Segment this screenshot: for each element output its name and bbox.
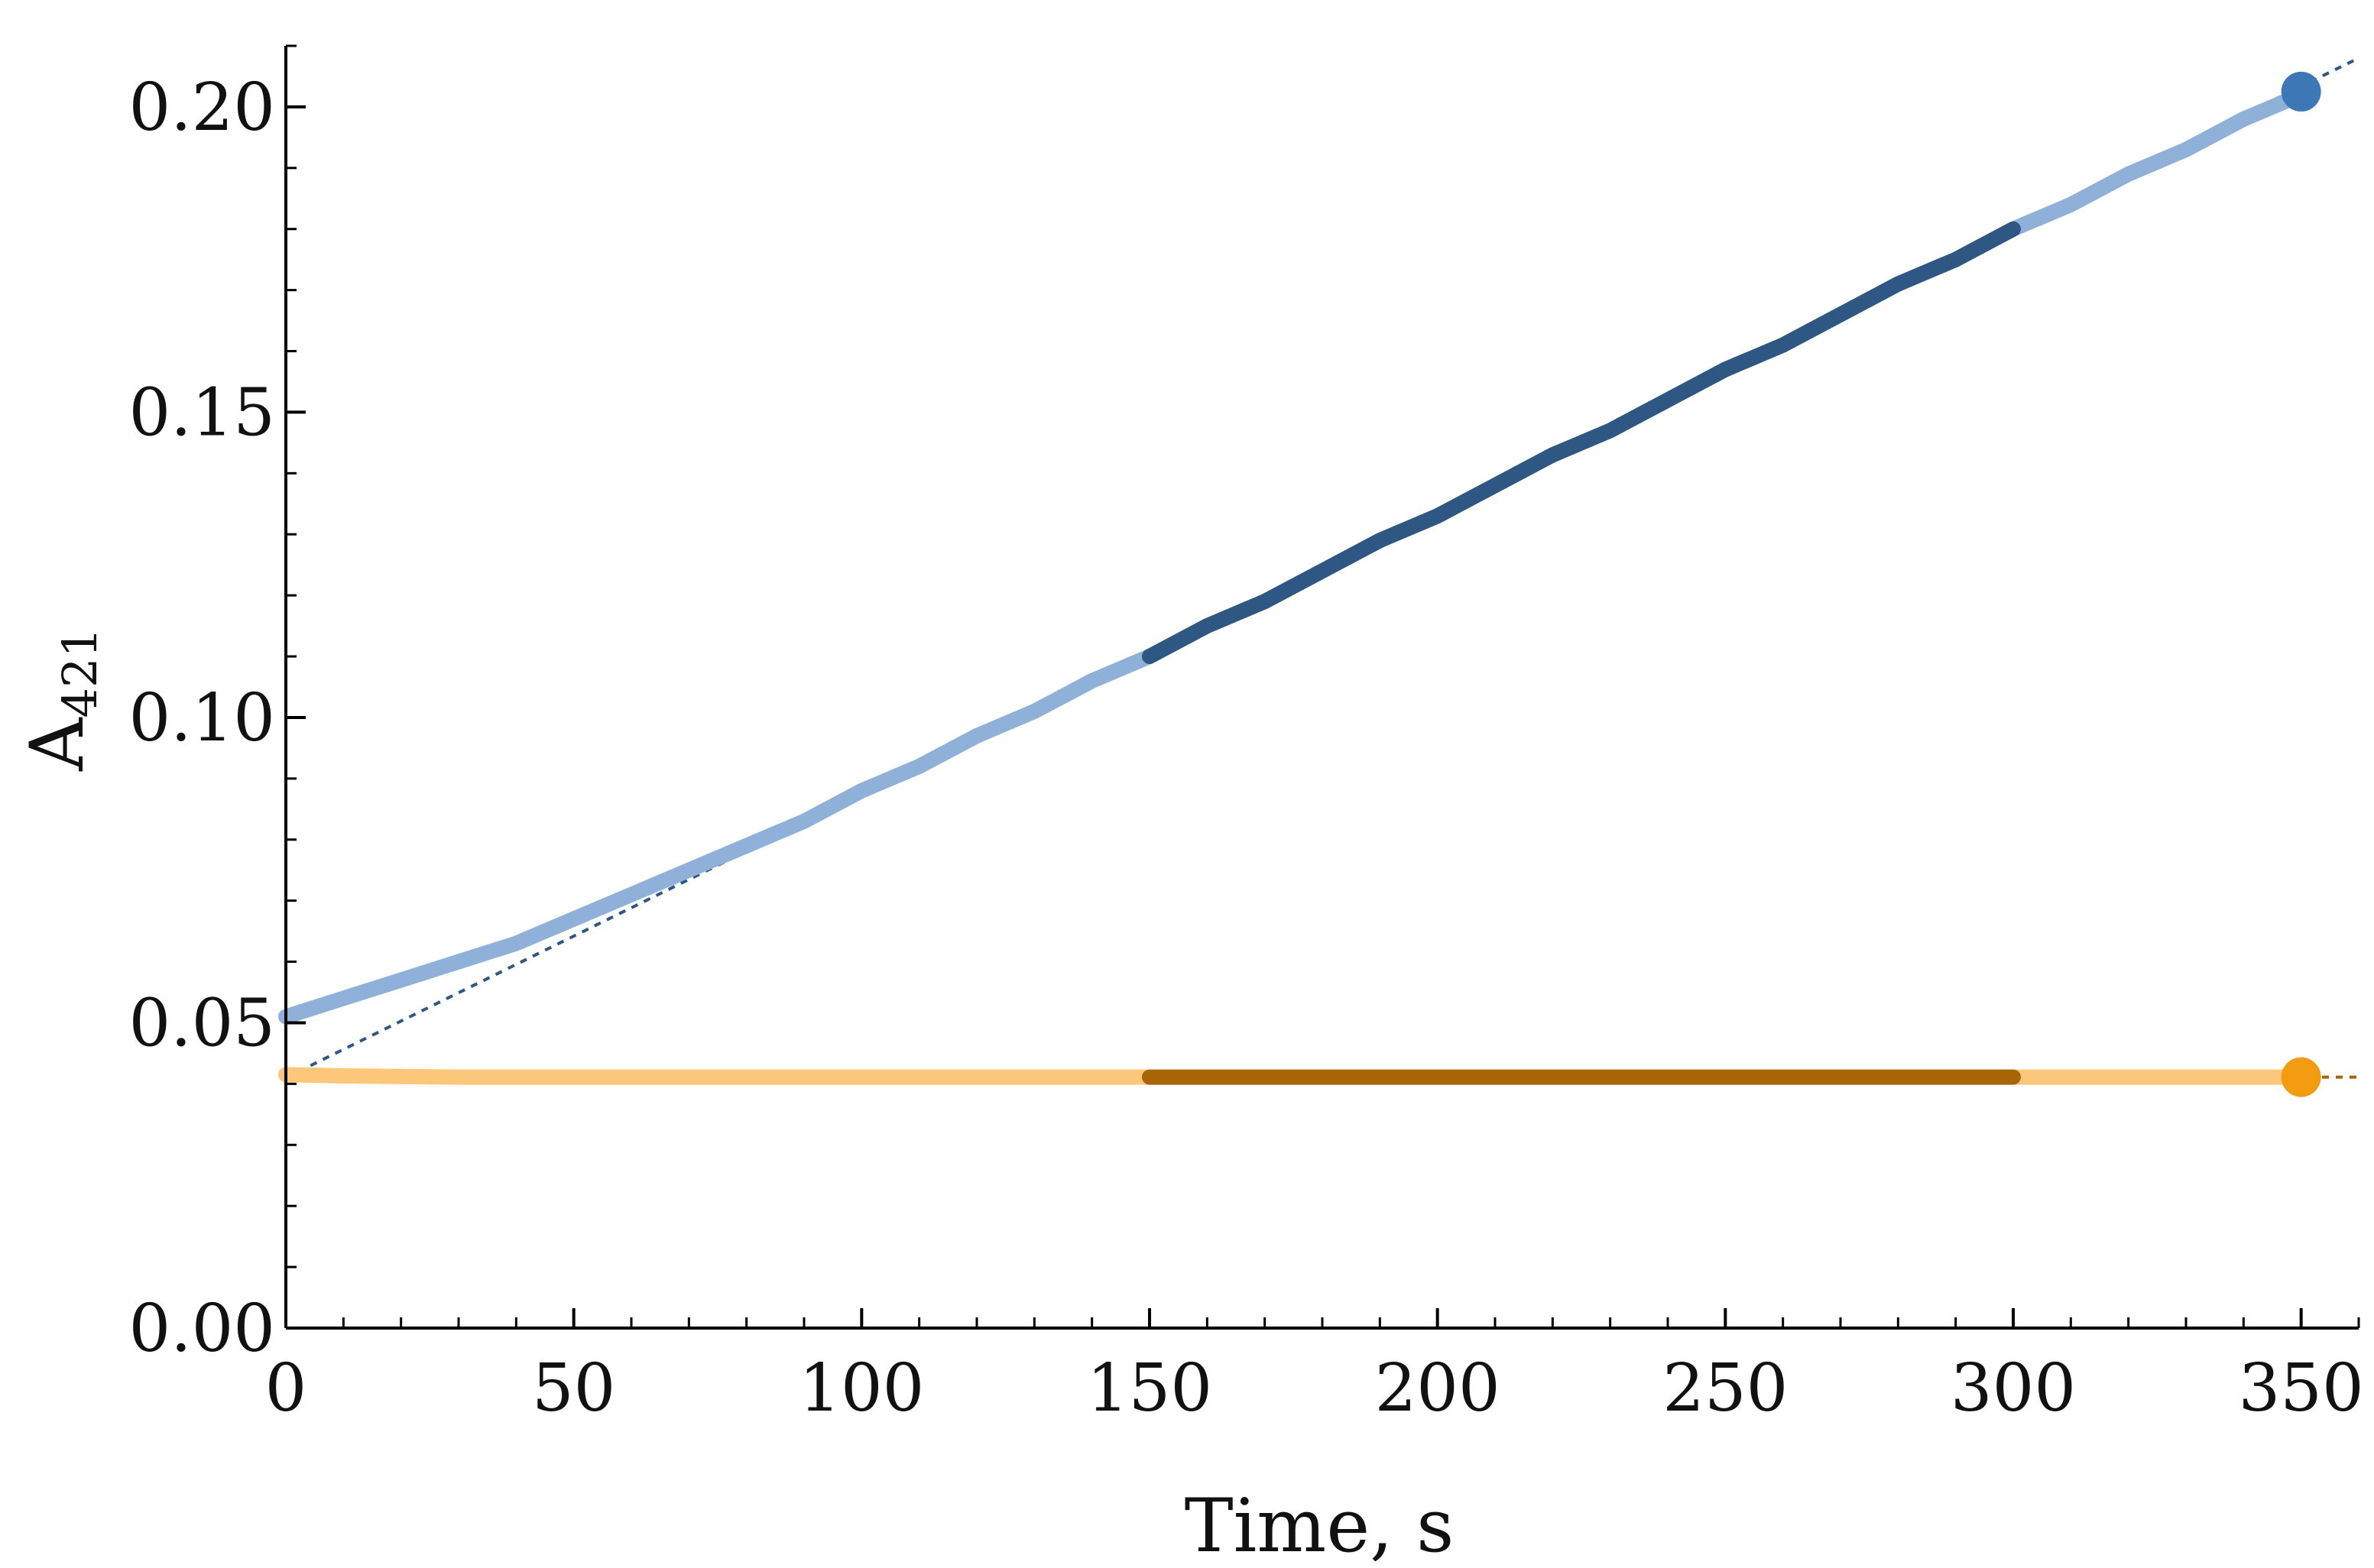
data-point bbox=[1718, 1070, 1733, 1084]
x-tick-label: 150 bbox=[1087, 1350, 1212, 1427]
data-point bbox=[2179, 1070, 2193, 1084]
y-tick-label: 0.05 bbox=[129, 985, 275, 1061]
data-point bbox=[394, 1069, 408, 1084]
x-tick-label: 50 bbox=[532, 1350, 615, 1427]
data-point bbox=[1027, 1070, 1042, 1084]
data-point bbox=[509, 1070, 524, 1084]
data-point bbox=[970, 1070, 984, 1084]
x-tick-label: 200 bbox=[1375, 1350, 1500, 1427]
data-traces bbox=[278, 86, 2309, 1085]
data-point bbox=[1085, 1070, 1099, 1084]
data-point bbox=[1948, 252, 1963, 267]
data-point bbox=[1373, 1070, 1387, 1084]
data-point bbox=[566, 912, 581, 926]
data-point bbox=[912, 1070, 926, 1084]
data-point bbox=[1891, 277, 1905, 291]
data-point bbox=[797, 814, 811, 828]
data-point bbox=[1257, 594, 1272, 609]
data-point bbox=[1661, 1070, 1675, 1084]
data-point bbox=[1661, 393, 1675, 407]
fit-window-trace-1 bbox=[1142, 221, 2021, 665]
data-point bbox=[1143, 1070, 1156, 1084]
data-point bbox=[2121, 1070, 2136, 1084]
y-tick-label: 0.15 bbox=[129, 374, 275, 451]
data-point bbox=[336, 991, 351, 1006]
data-point bbox=[1776, 1070, 1790, 1084]
data-point bbox=[1545, 448, 1560, 462]
data-point bbox=[2006, 222, 2020, 236]
data-point bbox=[2179, 142, 2193, 157]
endpoint-marker-2 bbox=[2281, 1057, 2321, 1097]
data-point bbox=[1373, 533, 1387, 548]
data-point bbox=[797, 1070, 811, 1084]
data-point bbox=[855, 1070, 869, 1084]
data-point bbox=[1948, 1070, 1963, 1084]
data-point bbox=[855, 783, 869, 798]
data-point bbox=[1488, 1070, 1502, 1084]
y-axis-title-main: A bbox=[15, 717, 100, 772]
data-point bbox=[1834, 1070, 1847, 1084]
data-point bbox=[1603, 1070, 1617, 1084]
tick-labels: 0 50 100 150 200 250 300 350 0.00 0.05 0.10 0.15 0.2… bbox=[129, 70, 2364, 1427]
data-point bbox=[566, 1070, 581, 1084]
data-point bbox=[970, 728, 984, 743]
data-point bbox=[1257, 1070, 1272, 1084]
data-point bbox=[1430, 1070, 1445, 1084]
data-point bbox=[2236, 1070, 2251, 1084]
data-point bbox=[1027, 704, 1042, 718]
data-point bbox=[452, 1070, 465, 1084]
data-point bbox=[682, 863, 696, 877]
y-tick-label: 0.20 bbox=[129, 70, 275, 146]
y-axis-title-subscript: 421 bbox=[52, 627, 108, 718]
data-point bbox=[912, 759, 926, 773]
data-point bbox=[1891, 1070, 1905, 1084]
endpoint-marker-1 bbox=[2281, 71, 2321, 112]
data-point bbox=[1545, 1070, 1560, 1084]
x-tick-label: 100 bbox=[799, 1350, 924, 1427]
data-point bbox=[1315, 1070, 1329, 1084]
y-axis-title: A421 bbox=[15, 627, 108, 772]
x-tick-label: 350 bbox=[2239, 1350, 2364, 1427]
data-point bbox=[1430, 509, 1445, 523]
data-point bbox=[452, 954, 465, 969]
data-point bbox=[739, 1070, 754, 1084]
data-point bbox=[682, 1070, 696, 1084]
data-point bbox=[739, 838, 754, 853]
data-point bbox=[509, 936, 524, 951]
x-tick-label: 0 bbox=[265, 1350, 307, 1427]
data-point bbox=[336, 1068, 351, 1083]
data-point bbox=[624, 1070, 638, 1084]
data-point bbox=[2236, 112, 2251, 126]
data-point bbox=[624, 887, 638, 902]
data-point bbox=[1200, 1070, 1215, 1084]
data-point bbox=[1834, 307, 1847, 322]
data-point bbox=[1603, 423, 1617, 438]
data-point bbox=[2064, 197, 2078, 212]
y-tick-label: 0.10 bbox=[129, 680, 275, 756]
data-point bbox=[1718, 362, 1733, 377]
x-axis-title: Time, s bbox=[1185, 1483, 1455, 1568]
data-point bbox=[1200, 619, 1215, 633]
endpoint-markers bbox=[2281, 71, 2321, 1097]
data-point bbox=[1315, 564, 1329, 578]
data-point bbox=[2121, 167, 2136, 181]
data-point bbox=[1143, 650, 1156, 664]
data-point bbox=[2006, 1070, 2020, 1084]
x-tick-label: 250 bbox=[1662, 1350, 1788, 1427]
data-point bbox=[2064, 1070, 2078, 1084]
data-point bbox=[1776, 338, 1790, 352]
y-tick-label: 0.00 bbox=[129, 1291, 275, 1367]
data-point bbox=[1488, 478, 1502, 493]
axes bbox=[284, 44, 2360, 1330]
data-point bbox=[1085, 674, 1099, 688]
x-tick-label: 300 bbox=[1951, 1350, 2076, 1427]
data-point bbox=[394, 973, 408, 987]
